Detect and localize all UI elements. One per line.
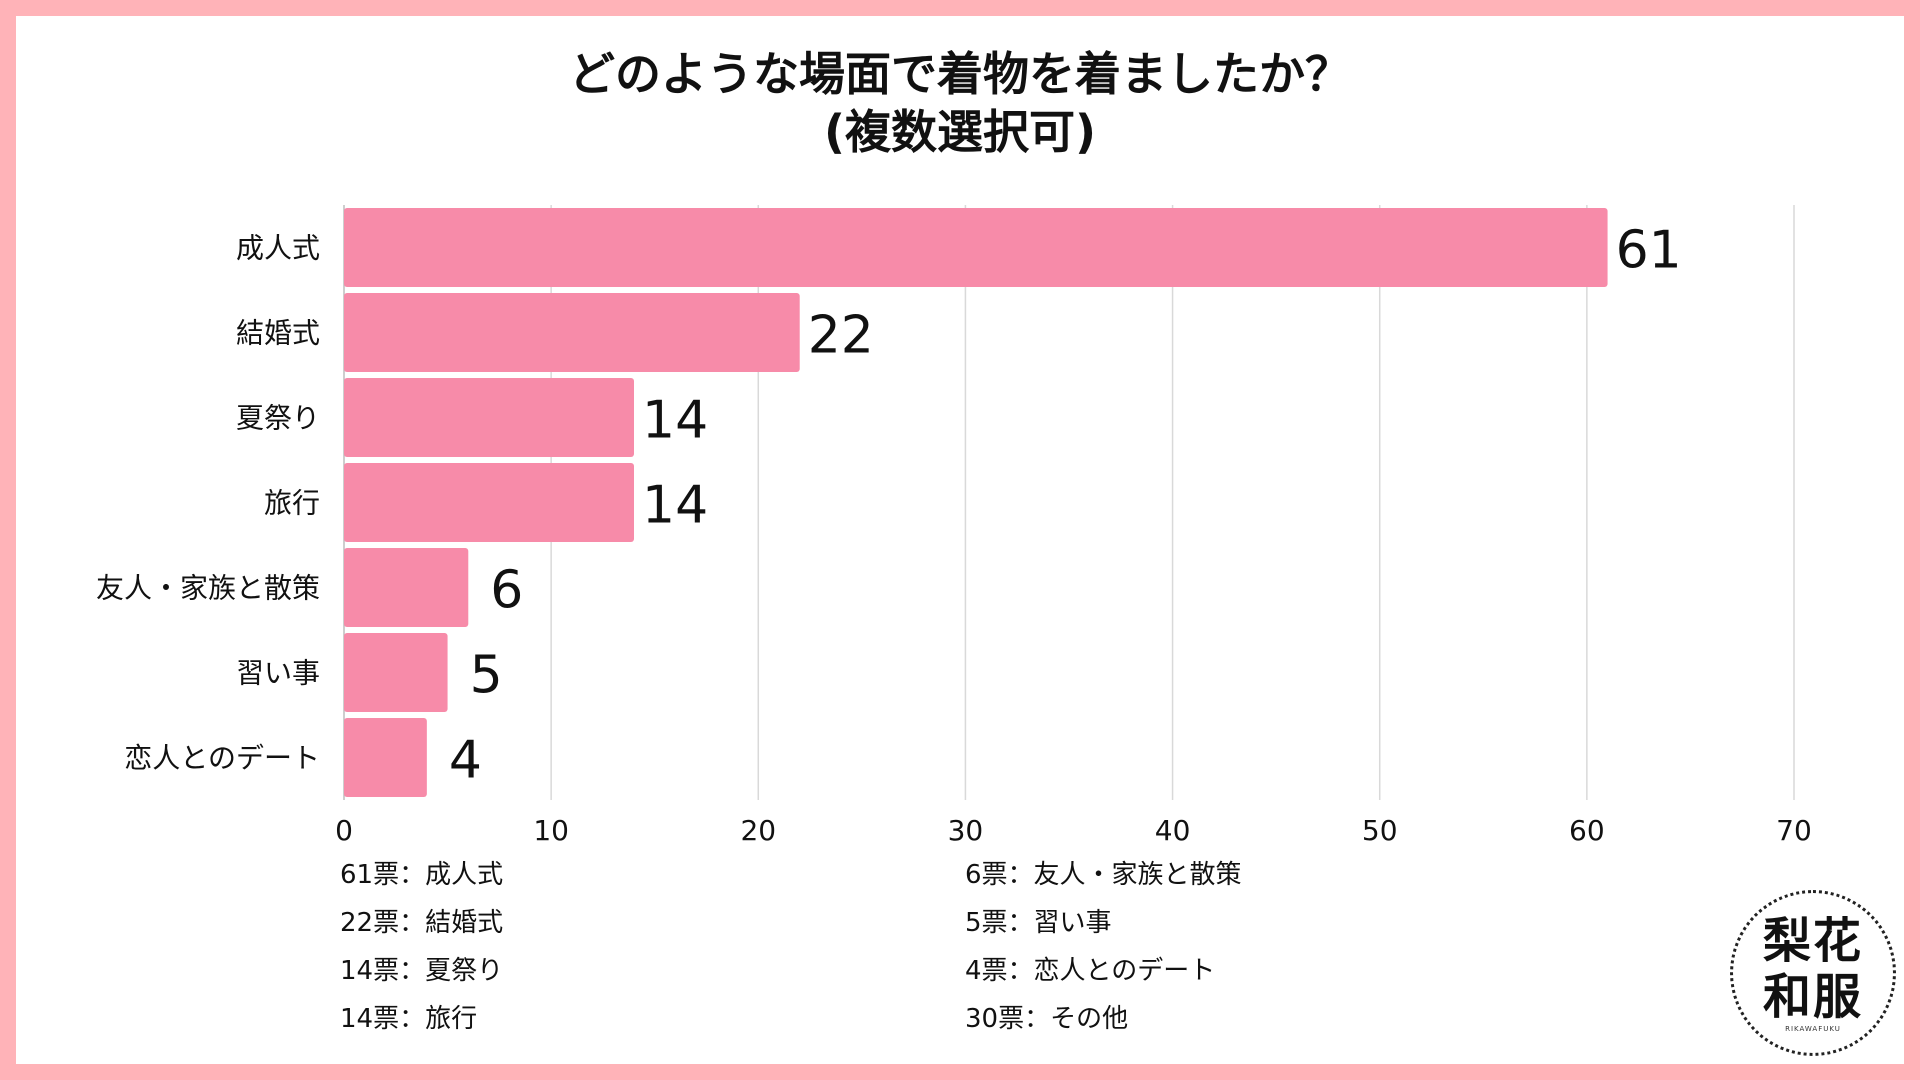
note-left-2: 22票：結婚式 bbox=[340, 908, 504, 938]
bar-2 bbox=[344, 378, 634, 457]
category-label-1: 結婚式 bbox=[236, 317, 320, 350]
note-left-3: 14票：夏祭り bbox=[340, 956, 504, 986]
brand-logo: 梨花 和服 RIKAWAFUKU bbox=[1730, 890, 1896, 1056]
value-label-0: 61 bbox=[1616, 221, 1682, 281]
value-label-5: 5 bbox=[470, 646, 503, 706]
category-label-6: 恋人とのデート bbox=[124, 742, 320, 775]
value-label-4: 6 bbox=[490, 561, 523, 621]
x-tick-label-10: 10 bbox=[533, 814, 569, 847]
x-tick-label-20: 20 bbox=[740, 814, 776, 847]
value-label-2: 14 bbox=[642, 391, 708, 451]
value-label-1: 22 bbox=[808, 306, 874, 366]
category-label-5: 習い事 bbox=[236, 657, 320, 690]
note-right-3: 4票：恋人とのデート bbox=[965, 956, 1216, 986]
category-label-4: 友人・家族と散策 bbox=[96, 572, 320, 605]
note-right-1: 6票：友人・家族と散策 bbox=[965, 860, 1242, 890]
logo-small: RIKAWAFUKU bbox=[1785, 1024, 1841, 1033]
x-tick-label-0: 0 bbox=[335, 814, 353, 847]
bar-5 bbox=[344, 633, 448, 712]
logo-line1: 梨花 bbox=[1762, 912, 1863, 969]
chart-frame bbox=[16, 16, 1904, 1064]
chart-title-line1: どのような場面で着物を着ましたか？ bbox=[569, 47, 1351, 101]
x-tick-label-70: 70 bbox=[1776, 814, 1812, 847]
note-right-4: 30票：その他 bbox=[965, 1004, 1129, 1034]
x-tick-label-30: 30 bbox=[948, 814, 984, 847]
bar-0 bbox=[344, 208, 1608, 287]
bar-4 bbox=[344, 548, 469, 627]
bar-3 bbox=[344, 463, 634, 542]
chart-title-line2: (複数選択可) bbox=[823, 105, 1097, 159]
x-tick-label-40: 40 bbox=[1155, 814, 1191, 847]
category-label-0: 成人式 bbox=[236, 232, 320, 265]
note-right-2: 5票：習い事 bbox=[965, 908, 1112, 938]
x-tick-label-50: 50 bbox=[1362, 814, 1398, 847]
x-tick-label-60: 60 bbox=[1569, 814, 1605, 847]
value-label-6: 4 bbox=[449, 731, 482, 791]
note-left-1: 61票：成人式 bbox=[340, 860, 504, 890]
note-left-4: 14票：旅行 bbox=[340, 1004, 478, 1034]
value-label-3: 14 bbox=[642, 476, 708, 536]
category-label-2: 夏祭り bbox=[236, 402, 320, 435]
category-label-3: 旅行 bbox=[264, 487, 320, 520]
bar-1 bbox=[344, 293, 800, 372]
logo-line2: 和服 bbox=[1762, 968, 1863, 1025]
bar-6 bbox=[344, 718, 427, 797]
